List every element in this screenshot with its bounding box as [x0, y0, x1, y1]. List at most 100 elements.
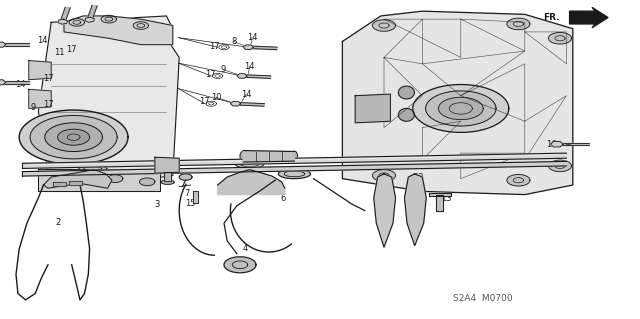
Polygon shape	[193, 191, 198, 203]
Text: 13: 13	[442, 194, 452, 203]
Polygon shape	[507, 18, 530, 30]
Polygon shape	[69, 19, 84, 26]
Text: 4: 4	[243, 244, 248, 253]
Text: 14: 14	[247, 33, 257, 42]
Polygon shape	[278, 169, 310, 179]
Text: 14: 14	[241, 90, 252, 99]
Polygon shape	[60, 7, 70, 22]
Text: 7: 7	[184, 189, 189, 198]
Polygon shape	[230, 101, 241, 106]
Polygon shape	[237, 74, 247, 78]
Text: 15: 15	[186, 199, 196, 208]
Text: 3: 3	[154, 200, 159, 209]
Polygon shape	[29, 61, 51, 80]
Polygon shape	[404, 174, 426, 246]
Polygon shape	[378, 204, 391, 211]
Text: 8: 8	[231, 37, 236, 46]
Text: 17: 17	[205, 70, 215, 78]
Polygon shape	[548, 33, 572, 44]
Polygon shape	[0, 81, 29, 84]
Polygon shape	[30, 115, 117, 159]
Text: 12: 12	[413, 173, 424, 182]
Polygon shape	[69, 181, 82, 185]
Text: 16: 16	[547, 140, 557, 149]
Polygon shape	[108, 175, 123, 182]
Polygon shape	[53, 182, 66, 186]
Polygon shape	[548, 160, 572, 172]
Polygon shape	[550, 141, 563, 147]
Polygon shape	[79, 165, 107, 173]
Text: 14: 14	[244, 62, 255, 71]
Text: 5: 5	[279, 154, 284, 163]
Polygon shape	[429, 193, 451, 196]
Polygon shape	[50, 178, 65, 186]
Polygon shape	[243, 45, 253, 49]
Polygon shape	[342, 11, 573, 195]
Polygon shape	[161, 180, 174, 184]
Text: S2A4  M0700: S2A4 M0700	[453, 294, 513, 303]
Polygon shape	[236, 102, 264, 106]
Polygon shape	[84, 17, 95, 22]
Polygon shape	[240, 151, 246, 161]
Text: 17: 17	[44, 100, 54, 109]
Polygon shape	[64, 16, 173, 45]
Text: 9: 9	[220, 65, 225, 74]
Polygon shape	[0, 42, 6, 47]
Polygon shape	[218, 170, 285, 195]
Polygon shape	[58, 19, 68, 24]
Text: 9: 9	[31, 103, 36, 112]
Text: 14: 14	[37, 36, 47, 45]
Polygon shape	[557, 143, 589, 145]
Text: 17: 17	[209, 42, 220, 51]
Text: FR.: FR.	[543, 13, 560, 22]
Text: 6: 6	[280, 194, 285, 203]
Polygon shape	[409, 204, 422, 211]
Polygon shape	[22, 161, 566, 176]
Polygon shape	[355, 94, 390, 123]
Polygon shape	[29, 89, 51, 108]
Polygon shape	[426, 91, 496, 126]
Polygon shape	[372, 20, 396, 31]
Polygon shape	[133, 22, 148, 29]
Polygon shape	[413, 85, 509, 132]
Text: 17: 17	[67, 45, 77, 54]
Polygon shape	[399, 86, 415, 99]
Text: 1: 1	[101, 170, 106, 179]
Text: 17: 17	[200, 97, 210, 106]
Polygon shape	[58, 129, 90, 145]
Polygon shape	[164, 172, 171, 181]
Polygon shape	[248, 46, 277, 50]
Polygon shape	[101, 15, 116, 23]
Polygon shape	[155, 157, 179, 173]
Text: 17: 17	[44, 74, 54, 83]
Polygon shape	[179, 174, 192, 180]
Polygon shape	[374, 174, 396, 247]
Polygon shape	[507, 174, 530, 186]
Polygon shape	[0, 80, 6, 85]
Polygon shape	[140, 178, 155, 186]
Polygon shape	[372, 170, 396, 181]
Polygon shape	[570, 7, 608, 28]
Polygon shape	[38, 16, 179, 191]
Polygon shape	[219, 45, 229, 50]
Polygon shape	[0, 43, 29, 46]
Polygon shape	[291, 151, 298, 161]
Polygon shape	[87, 5, 97, 20]
Text: 14: 14	[15, 80, 26, 89]
Text: 2: 2	[55, 218, 60, 227]
Polygon shape	[436, 195, 443, 211]
Polygon shape	[243, 151, 294, 162]
Polygon shape	[45, 123, 102, 152]
Polygon shape	[242, 75, 271, 78]
Polygon shape	[19, 110, 128, 164]
Polygon shape	[44, 170, 112, 188]
Polygon shape	[399, 108, 415, 121]
Polygon shape	[206, 101, 216, 106]
Text: 12: 12	[381, 181, 392, 190]
Polygon shape	[224, 257, 256, 273]
Polygon shape	[438, 97, 483, 120]
Polygon shape	[38, 169, 160, 191]
Polygon shape	[236, 160, 264, 168]
Text: 10: 10	[211, 93, 221, 102]
Polygon shape	[22, 153, 566, 168]
